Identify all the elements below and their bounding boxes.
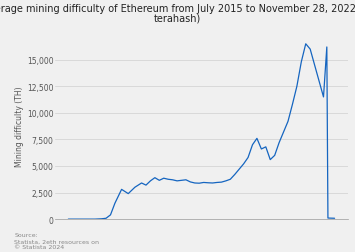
Text: Source:
Statista, 2eth resources on
© Statista 2024: Source: Statista, 2eth resources on © St… [14,232,99,249]
Y-axis label: Mining difficulty (TH): Mining difficulty (TH) [15,86,24,167]
Text: Average mining difficulty of Ethereum from July 2015 to November 28, 2022 (in: Average mining difficulty of Ethereum fr… [0,4,355,14]
Text: terahash): terahash) [154,14,201,24]
